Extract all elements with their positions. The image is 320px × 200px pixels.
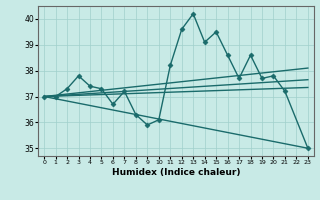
X-axis label: Humidex (Indice chaleur): Humidex (Indice chaleur) [112,168,240,177]
